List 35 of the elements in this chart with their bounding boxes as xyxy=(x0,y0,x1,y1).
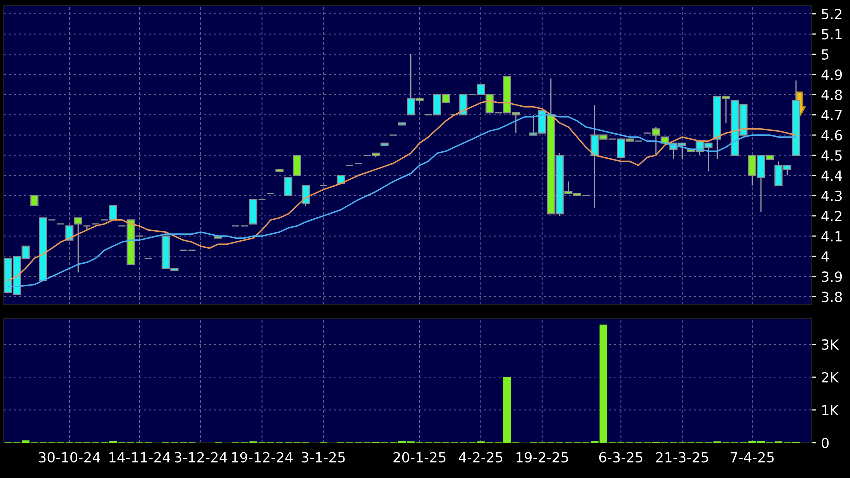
y-tick-label: 4.1 xyxy=(822,231,842,242)
x-tick-label: 30-10-24 xyxy=(39,452,100,463)
candlestick xyxy=(293,154,302,176)
y-tick-label: 5.2 xyxy=(822,9,842,20)
y-tick-label: 4.8 xyxy=(822,90,842,100)
y-tick-label: 3K xyxy=(822,340,840,350)
x-tick-label: 3-12-24 xyxy=(174,452,228,463)
x-tick-label: 19-2-25 xyxy=(516,452,568,463)
y-tick-label: 2K xyxy=(822,372,840,383)
y-tick-label: 3.9 xyxy=(822,272,842,282)
y-tick-label: 4.6 xyxy=(822,130,842,141)
y-tick-label: 4.4 xyxy=(822,170,842,181)
x-tick-label: 21-3-25 xyxy=(656,452,708,463)
y-tick-label: 4.3 xyxy=(822,190,842,202)
y-tick-label: 4.2 xyxy=(822,211,842,222)
x-tick-label: 7-4-25 xyxy=(730,452,774,463)
y-tick-label: 1K xyxy=(822,405,840,416)
y-tick-label: 4.9 xyxy=(822,70,842,80)
y-tick-label: 0 xyxy=(822,438,829,448)
candlestick xyxy=(30,195,39,207)
y-tick-label: 4.7 xyxy=(822,110,842,120)
x-tick-label: 6-3-25 xyxy=(599,452,643,463)
candlestick xyxy=(74,218,82,274)
y-tick-label: 5.1 xyxy=(822,29,842,40)
y-tick-label: 4 xyxy=(822,252,830,262)
x-tick-label: 3-1-25 xyxy=(302,452,345,463)
x-tick-label: 20-1-25 xyxy=(394,452,446,463)
x-tick-label: 4-2-25 xyxy=(459,452,503,463)
y-tick-label: 3.8 xyxy=(822,292,842,302)
candlestick xyxy=(284,177,293,196)
y-tick-label: 4.5 xyxy=(822,150,842,161)
candlestick xyxy=(302,185,310,207)
x-tick-label: 19-12-24 xyxy=(232,452,293,463)
x-tick-label: 14-11-24 xyxy=(110,452,170,463)
y-tick-label: 5 xyxy=(822,50,829,60)
